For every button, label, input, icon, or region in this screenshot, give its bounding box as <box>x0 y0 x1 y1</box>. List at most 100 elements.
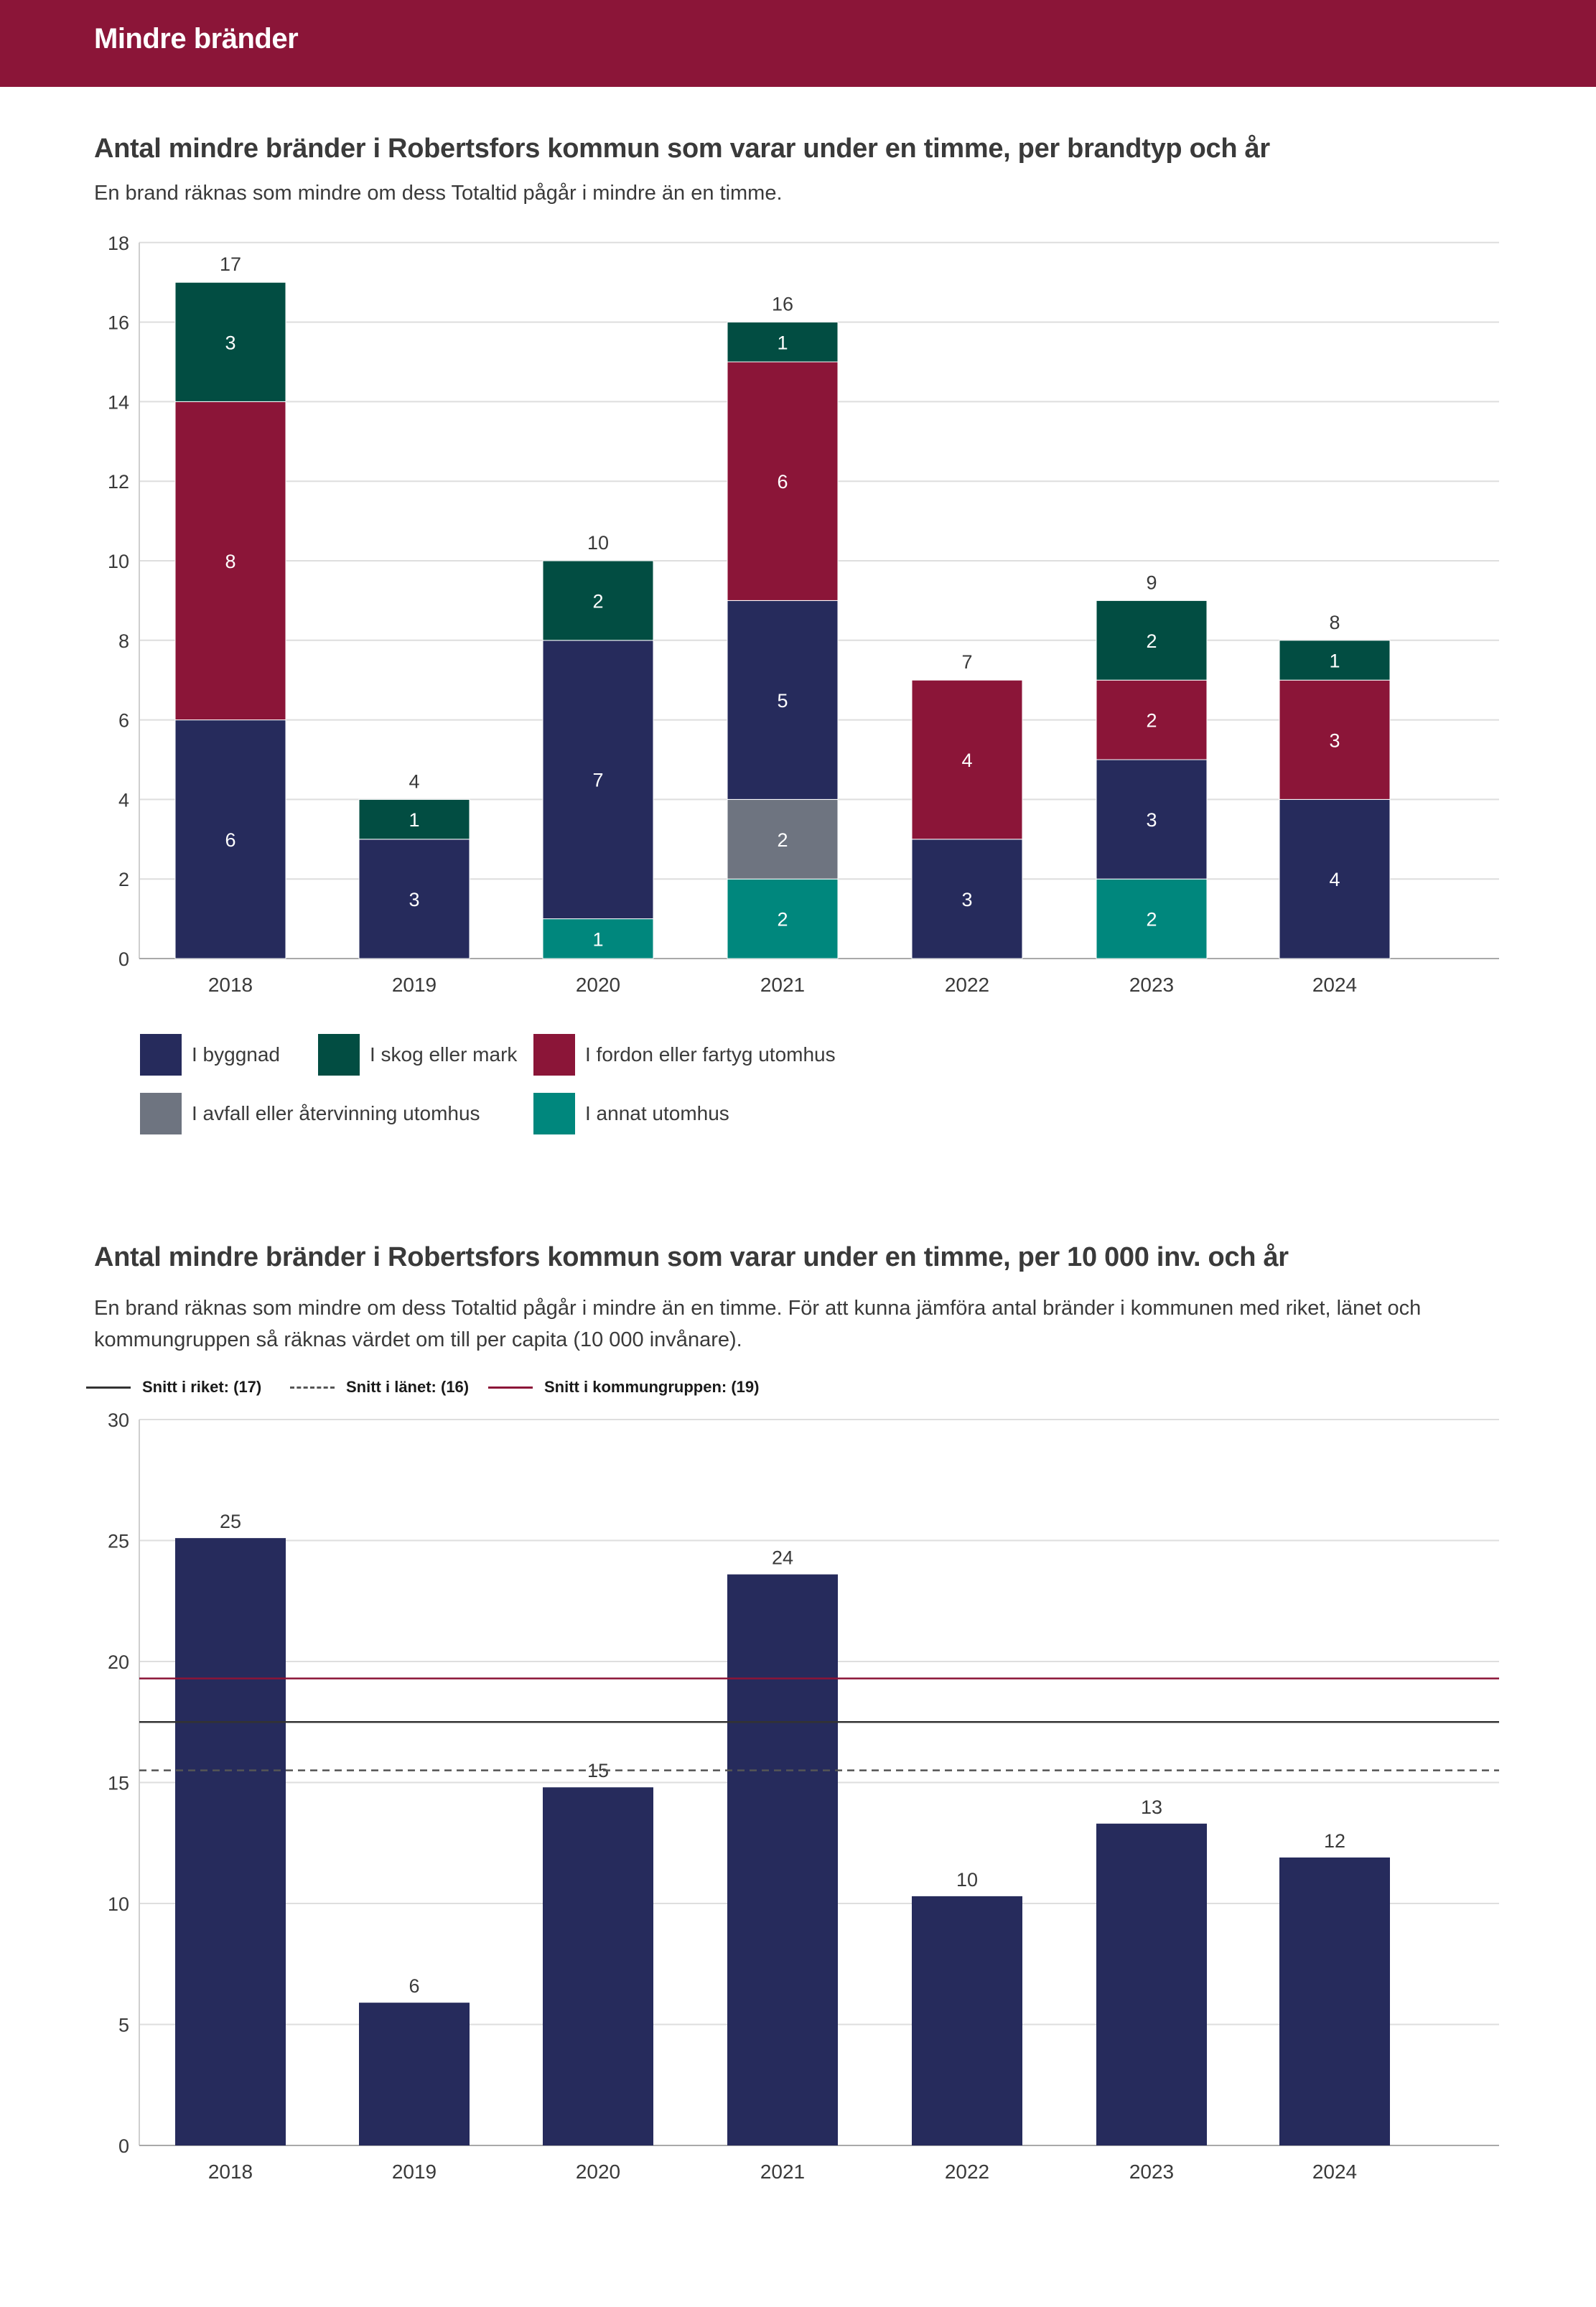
y-tick-label: 10 <box>108 551 129 572</box>
reference-legend-label: Snitt i kommungruppen: (19) <box>544 1378 760 1396</box>
chart2-title: Antal mindre bränder i Robertsfors kommu… <box>94 1242 1289 1272</box>
segment-value-label: 7 <box>592 770 603 791</box>
chart2-plot: 0510152025302520186201915202024202110202… <box>108 1409 1499 2183</box>
y-tick-label: 6 <box>118 710 129 732</box>
chart2-subtitle: En brand räknas som mindre om dess Total… <box>94 1297 1422 1351</box>
bar-total-label: 17 <box>220 253 241 275</box>
x-tick-label: 2021 <box>760 2161 805 2183</box>
y-tick-label: 30 <box>108 1409 129 1431</box>
segment-value-label: 6 <box>777 471 788 493</box>
legend-swatch <box>140 1093 182 1134</box>
bar <box>543 1787 653 2145</box>
segment-value-label: 2 <box>592 590 603 612</box>
bar-value-label: 24 <box>772 1547 793 1569</box>
bar-segment <box>1096 878 1208 959</box>
y-tick-label: 2 <box>118 869 129 890</box>
bar-total-label: 7 <box>961 651 972 673</box>
bar <box>359 2003 470 2145</box>
reference-legend-label: Snitt i riket: (17) <box>142 1378 262 1396</box>
segment-value-label: 1 <box>592 928 603 950</box>
legend-item: I byggnad <box>140 1034 280 1076</box>
chart1-subtitle: En brand räknas som mindre om dess Total… <box>94 182 783 205</box>
y-tick-label: 10 <box>108 1893 129 1915</box>
segment-value-label: 2 <box>1146 710 1157 732</box>
legend-label: I annat utomhus <box>585 1102 729 1124</box>
bar-value-label: 12 <box>1324 1830 1345 1852</box>
reference-legend-line <box>488 1386 533 1389</box>
x-tick-label: 2018 <box>208 2161 253 2183</box>
bar-segment <box>727 361 839 601</box>
x-tick-label: 2023 <box>1129 974 1174 996</box>
y-tick-label: 5 <box>118 2015 129 2036</box>
legend-item: I skog eller mark <box>318 1034 517 1076</box>
bar-segment <box>1279 798 1391 959</box>
chart1-plot: 0246810121416186831720183142019172102020… <box>108 233 1499 996</box>
y-tick-label: 8 <box>118 630 129 652</box>
reference-legend-line <box>86 1386 131 1389</box>
bar-segment <box>727 322 839 363</box>
segment-value-label: 8 <box>225 551 235 572</box>
x-tick-label: 2021 <box>760 974 805 996</box>
chart2-reference-legend: Snitt i riket: (17) Snitt i länet: (16) Sn… <box>86 1373 1019 1402</box>
segment-value-label: 3 <box>225 332 235 353</box>
bar-segment <box>358 798 470 840</box>
bar-total-label: 16 <box>772 294 793 315</box>
segment-value-label: 3 <box>1146 809 1157 831</box>
y-tick-label: 4 <box>118 789 129 811</box>
segment-value-label: 2 <box>777 829 788 851</box>
bar-total-label: 9 <box>1146 572 1157 593</box>
segment-value-label: 6 <box>225 829 235 851</box>
bar-total-label: 8 <box>1329 612 1340 633</box>
bar-segment <box>727 600 839 800</box>
segment-value-label: 4 <box>961 750 972 771</box>
y-tick-label: 0 <box>118 949 129 970</box>
bar-value-label: 10 <box>956 1869 978 1891</box>
reference-legend-label: Snitt i länet: (16) <box>346 1378 470 1396</box>
segment-value-label: 2 <box>1146 630 1157 652</box>
bar <box>912 1896 1022 2145</box>
bar-total-label: 4 <box>409 770 419 792</box>
legend-swatch <box>533 1093 575 1134</box>
reference-legend-line <box>290 1386 335 1389</box>
legend-swatch <box>533 1034 575 1076</box>
bar-value-label: 13 <box>1141 1796 1162 1818</box>
x-tick-label: 2020 <box>576 974 620 996</box>
legend-swatch <box>140 1034 182 1076</box>
bar-segment <box>727 798 839 880</box>
bar-segment <box>542 560 654 641</box>
segment-value-label: 2 <box>777 909 788 931</box>
y-tick-label: 20 <box>108 1651 129 1673</box>
bar-segment <box>1279 640 1391 681</box>
bar-segment <box>727 878 839 959</box>
y-tick-label: 0 <box>118 2135 129 2157</box>
y-tick-label: 14 <box>108 391 129 413</box>
bar-segment <box>911 679 1023 840</box>
segment-value-label: 1 <box>409 809 419 831</box>
bar-segment <box>542 918 654 959</box>
segment-value-label: 3 <box>1329 730 1340 751</box>
bar-segment <box>1096 679 1208 760</box>
legend-label: I fordon eller fartyg utomhus <box>585 1043 836 1066</box>
x-tick-label: 2018 <box>208 974 253 996</box>
x-tick-label: 2022 <box>945 974 989 996</box>
y-tick-label: 15 <box>108 1773 129 1794</box>
segment-value-label: 4 <box>1329 869 1340 890</box>
bar-segment <box>174 719 286 959</box>
segment-value-label: 5 <box>777 690 788 712</box>
bar-segment <box>174 281 286 402</box>
legend-swatch <box>318 1034 360 1076</box>
y-tick-label: 25 <box>108 1531 129 1552</box>
reference-legend-item: Snitt i kommungruppen: (19) <box>488 1373 759 1402</box>
x-tick-label: 2024 <box>1312 2161 1357 2183</box>
page-title: Mindre bränder <box>94 23 299 55</box>
chart1-title: Antal mindre bränder i Robertsfors kommu… <box>94 134 1270 164</box>
y-tick-label: 18 <box>108 233 129 254</box>
chart1-legend: I byggnad I skog eller mark I fordon eller… <box>140 1034 1073 1142</box>
legend-item: I fordon eller fartyg utomhus <box>533 1034 836 1076</box>
segment-value-label: 2 <box>1146 909 1157 931</box>
x-tick-label: 2024 <box>1312 974 1357 996</box>
legend-item: I avfall eller återvinning utomhus <box>140 1093 480 1134</box>
x-tick-label: 2019 <box>392 2161 437 2183</box>
bar-value-label: 6 <box>409 1975 419 1997</box>
bar-segment <box>1096 600 1208 681</box>
